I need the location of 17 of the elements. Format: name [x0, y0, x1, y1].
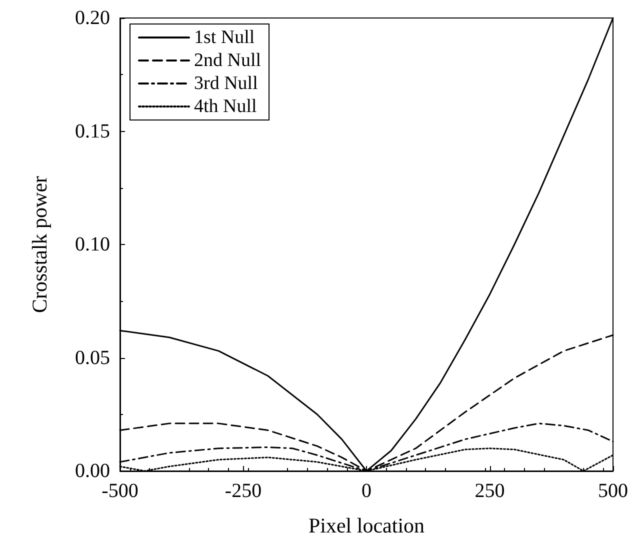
legend-label: 3rd Null	[194, 73, 258, 94]
legend-label: 4th Null	[194, 96, 257, 117]
y-tick-label: 0.10	[75, 234, 110, 256]
legend-label: 1st Null	[194, 27, 255, 48]
legend-label: 2nd Null	[194, 50, 262, 71]
x-axis-title: Pixel location	[308, 514, 426, 538]
line-series	[119, 17, 614, 472]
x-tick-label: -250	[224, 480, 262, 502]
y-tick-label: 0.00	[75, 460, 110, 482]
x-tick-label: 500	[598, 480, 628, 502]
y-tick-label: 0.05	[75, 346, 110, 369]
x-tick-label: 250	[474, 480, 505, 502]
y-tick-label: 0.20	[75, 7, 110, 29]
x-tick-label: -500	[102, 480, 138, 502]
y-tick-label: 0.15	[75, 120, 110, 142]
y-axis-title: Crosstalk power	[28, 176, 52, 314]
x-tick-label: 0	[362, 480, 372, 502]
